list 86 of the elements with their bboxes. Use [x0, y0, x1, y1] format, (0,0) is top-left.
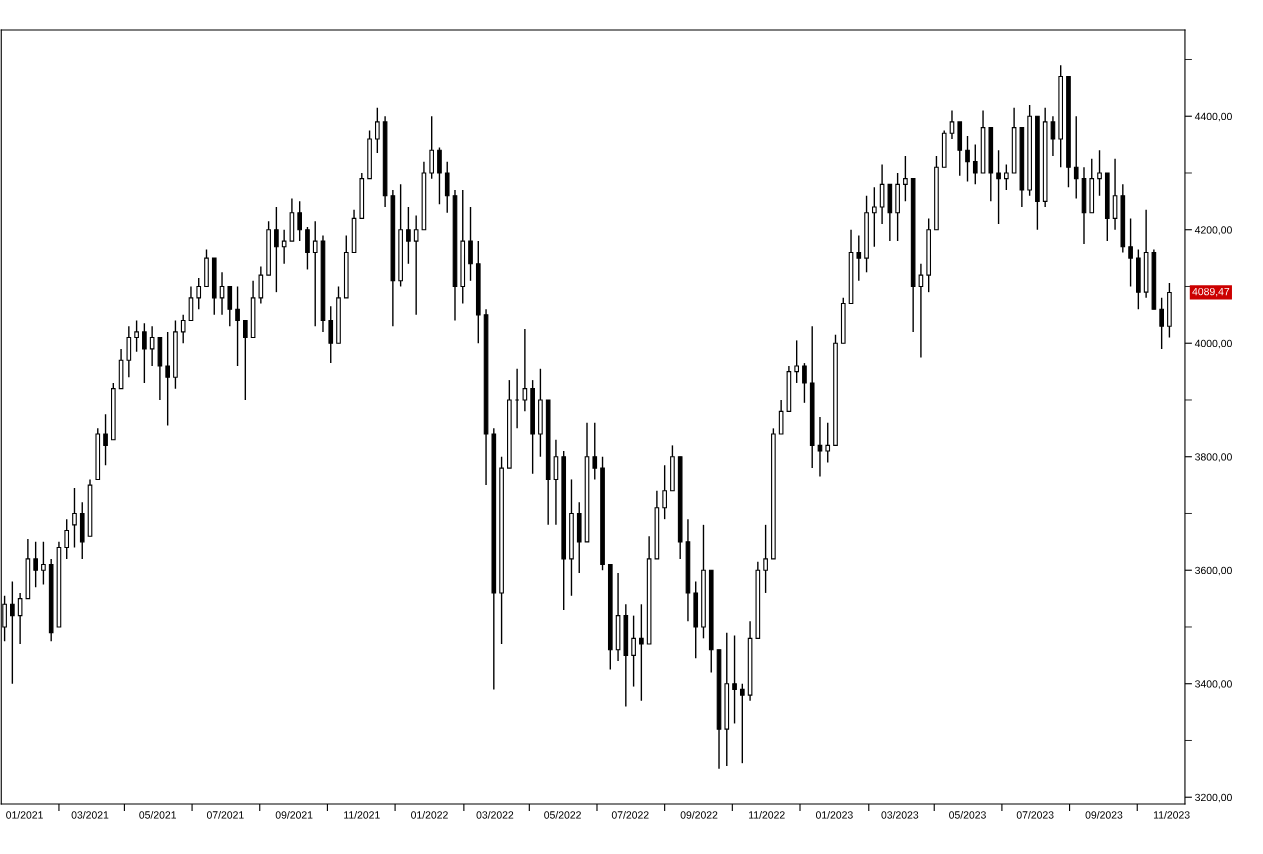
y-tick-label: 3200,00	[1195, 793, 1232, 803]
x-tick-label: 03/2023	[881, 810, 919, 819]
candlestick	[856, 234, 862, 282]
candlestick	[817, 416, 823, 478]
x-tick-label: 11/2023	[1153, 810, 1190, 819]
x-tick-label: 11/2021	[344, 810, 380, 819]
candlestick	[871, 186, 877, 248]
candlestick	[1159, 297, 1164, 350]
candlestick	[1004, 163, 1009, 191]
candlestick	[312, 220, 318, 327]
candlestick	[258, 265, 264, 305]
candlestick	[33, 541, 38, 588]
candlestick	[196, 277, 202, 310]
candlestick	[103, 413, 108, 466]
x-tick-label: 01/2021	[6, 810, 43, 819]
annotation: 4089,47	[1192, 287, 1230, 297]
candlestick	[235, 285, 240, 367]
x-tick-label: 03/2021	[71, 810, 109, 819]
candlestick	[631, 614, 636, 688]
candlestick	[305, 226, 310, 271]
candlestick	[142, 322, 147, 384]
x-tick-label: 07/2021	[206, 810, 244, 819]
candlestick	[879, 163, 885, 225]
candlestick	[10, 580, 15, 685]
candlestick	[825, 421, 831, 464]
candlestick	[1050, 115, 1056, 157]
candlestick	[281, 229, 287, 265]
candlestick	[429, 115, 435, 180]
candlestick	[64, 518, 70, 560]
candlestick	[639, 603, 644, 702]
x-tick-label: 09/2023	[1085, 810, 1123, 819]
candlestick	[149, 325, 155, 367]
candlestick	[72, 487, 77, 549]
candlestick	[17, 592, 23, 645]
y-tick-label: 4400,00	[1194, 112, 1232, 122]
candlestick	[242, 319, 248, 401]
y-tick-label: 3800,00	[1195, 453, 1232, 462]
x-tick-label: 09/2021	[275, 810, 313, 819]
y-tick-label: 4000,00	[1194, 339, 1232, 349]
candlestick	[134, 319, 139, 353]
candlestick	[328, 305, 334, 364]
candlestick	[972, 143, 978, 186]
candlestick	[794, 339, 800, 384]
candlestick	[592, 421, 598, 481]
candlestick	[1073, 115, 1079, 200]
x-tick-label: 07/2023	[1016, 810, 1054, 819]
x-tick-label: 01/2023	[815, 810, 853, 819]
x-tick-label: 01/2022	[411, 810, 448, 819]
x-tick-label: 03/2022	[476, 810, 514, 819]
candlestick	[732, 634, 737, 725]
candlestick	[274, 206, 279, 293]
candlestick	[903, 155, 908, 203]
y-tick-label: 4200,00	[1194, 226, 1232, 235]
candlestick	[227, 285, 233, 327]
candlestick	[514, 368, 520, 430]
candlestick	[126, 325, 132, 378]
candlestick	[297, 200, 303, 242]
candlestick	[802, 362, 807, 404]
candlestick	[437, 146, 442, 205]
candlestick	[1128, 217, 1133, 288]
candlestick	[522, 328, 528, 413]
candlestick	[180, 314, 186, 344]
y-tick-label: 3600,00	[1195, 566, 1232, 576]
candlestick	[739, 683, 745, 764]
candlestick	[406, 206, 411, 265]
x-tick-label: 09/2022	[680, 810, 718, 819]
x-tick-label: 07/2022	[611, 810, 649, 819]
x-tick-label: 05/2022	[544, 810, 581, 819]
candlestick	[468, 206, 473, 282]
candlestick	[375, 107, 380, 154]
x-tick-label: 05/2021	[139, 810, 176, 819]
x-tick-label: 05/2023	[949, 810, 986, 819]
candlestick	[41, 541, 46, 586]
x-tick-label: 11/2022	[749, 810, 785, 819]
candlestick	[662, 464, 667, 520]
candlestick	[778, 399, 784, 435]
candlestick	[965, 135, 970, 183]
candlestick	[444, 160, 450, 214]
candlestick	[165, 331, 170, 427]
candlestick	[413, 214, 419, 316]
y-tick-label: 3400,00	[1195, 680, 1232, 689]
candlestick	[1097, 149, 1102, 197]
candlestick	[996, 149, 1001, 225]
candlestick	[949, 109, 955, 140]
candlestick	[918, 263, 924, 359]
candlestick	[763, 524, 768, 594]
